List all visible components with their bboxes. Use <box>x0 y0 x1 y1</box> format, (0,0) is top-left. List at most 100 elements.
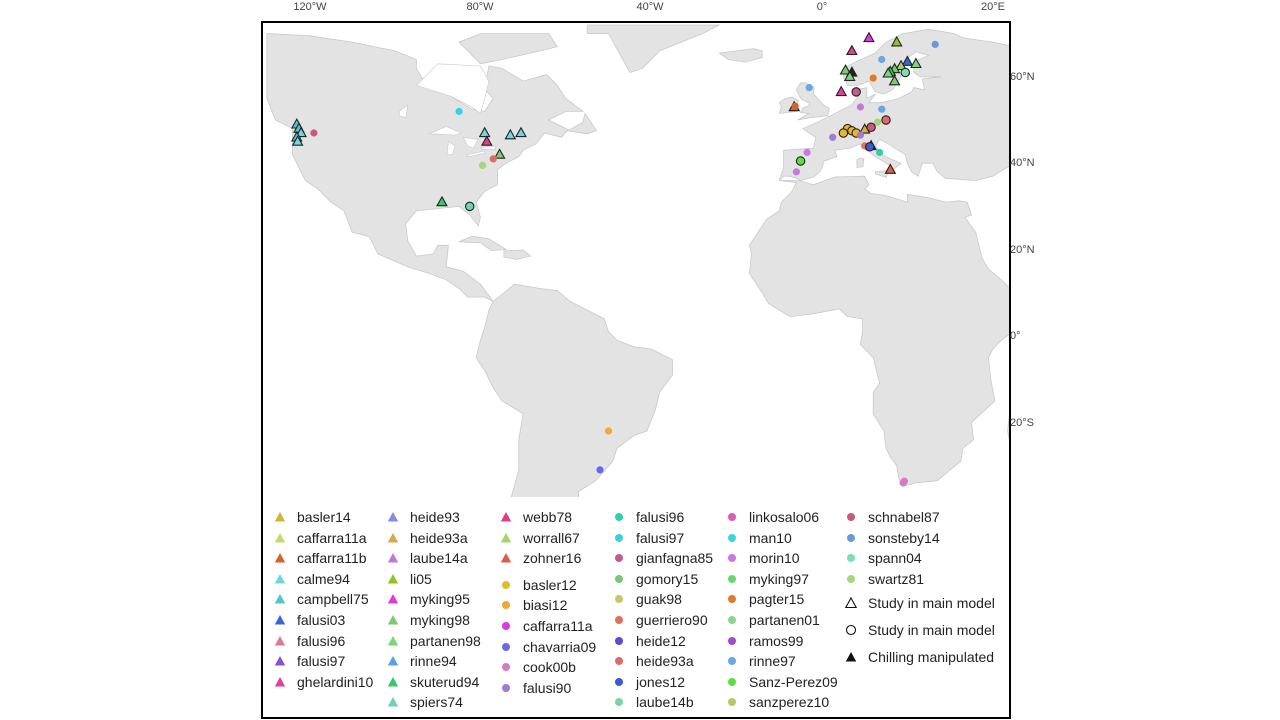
site-triangle-marker-26 <box>847 46 857 55</box>
triangle-marker-icon <box>273 510 287 524</box>
circle-marker-icon <box>612 695 626 709</box>
legend-swatch-mark <box>728 534 736 542</box>
site-circle-marker-22 <box>806 84 813 91</box>
triangle-marker-icon <box>273 551 287 565</box>
baffin-land <box>459 34 557 64</box>
north-america-land <box>267 34 583 302</box>
legend-item: partanen01 <box>725 611 820 629</box>
site-circle-marker-61 <box>793 168 800 175</box>
legend-label: falusi90 <box>523 680 571 696</box>
site-circle-marker-33 <box>901 68 909 76</box>
legend-swatch-mark <box>846 652 856 662</box>
cuba-land <box>459 236 506 250</box>
legend-swatch-mark <box>615 637 623 645</box>
legend-label: ramos99 <box>749 633 803 649</box>
legend-swatch-mark <box>728 554 736 562</box>
legend-item: guak98 <box>612 590 682 608</box>
legend-label: spann04 <box>868 550 922 566</box>
legend-swatch-mark <box>502 663 510 671</box>
legend-swatch-mark <box>728 595 736 603</box>
site-circle-marker-16 <box>605 427 612 434</box>
legend-label: morin10 <box>749 550 800 566</box>
legend-swatch-mark <box>275 594 285 604</box>
site-circle-marker-57 <box>876 149 883 156</box>
legend-swatch-mark <box>388 553 398 563</box>
legend-label: falusi97 <box>297 653 345 669</box>
circle-marker-icon <box>499 619 513 633</box>
legend-label: rinne94 <box>410 653 457 669</box>
triangle-marker-icon <box>386 634 400 648</box>
circle-marker-icon <box>499 578 513 592</box>
legend-item: caffarra11b <box>273 549 367 567</box>
legend-label: Study in main model <box>868 595 995 611</box>
legend-swatch-mark <box>847 626 856 635</box>
world-map <box>261 21 1011 499</box>
legend-label: man10 <box>749 530 792 546</box>
circle-marker-icon <box>612 634 626 648</box>
legend-swatch-mark <box>847 534 855 542</box>
legend-item: jones12 <box>612 673 685 691</box>
legend-label: ghelardini10 <box>297 674 373 690</box>
circle-marker-icon <box>499 598 513 612</box>
legend-item: myking98 <box>386 611 470 629</box>
legend-swatch-mark <box>615 616 623 624</box>
legend-item: morin10 <box>725 549 800 567</box>
legend-swatch-mark <box>275 553 285 563</box>
triangle-marker-icon <box>844 596 858 610</box>
legend-item: pagter15 <box>725 590 804 608</box>
triangle-marker-icon <box>386 675 400 689</box>
legend-item: falusi03 <box>273 611 345 629</box>
legend-item: caffarra11a <box>499 617 593 635</box>
circle-marker-icon <box>499 640 513 654</box>
legend-label: cook00b <box>523 659 576 675</box>
triangle-marker-icon <box>273 531 287 545</box>
triangle-marker-icon <box>499 510 513 524</box>
triangle-marker-icon <box>386 613 400 627</box>
triangle-marker-icon <box>273 675 287 689</box>
legend-item: li05 <box>386 570 432 588</box>
legend-swatch-mark <box>275 574 285 584</box>
legend-swatch-mark <box>502 581 510 589</box>
legend-item: cook00b <box>499 658 576 676</box>
legend-item: gianfagna85 <box>612 549 713 567</box>
triangle-marker-icon <box>386 654 400 668</box>
triangle-marker-icon <box>273 592 287 606</box>
legend-item: gomory15 <box>612 570 698 588</box>
site-circle-marker-25 <box>932 41 939 48</box>
circle-marker-icon <box>725 551 739 565</box>
legend-swatch-mark <box>388 574 398 584</box>
triangle-marker-icon <box>386 695 400 709</box>
triangle-marker-icon <box>844 650 858 664</box>
legend-swatch-mark <box>847 554 855 562</box>
circle-marker-icon <box>844 510 858 524</box>
legend-item: falusi96 <box>612 508 684 526</box>
circle-marker-icon <box>725 634 739 648</box>
legend-swatch-mark <box>847 513 855 521</box>
legend-swatch-mark <box>501 553 511 563</box>
legend-label: basler12 <box>523 577 577 593</box>
legend-item: heide12 <box>612 632 686 650</box>
legend-item: basler14 <box>273 508 351 526</box>
legend-item: rinne94 <box>386 652 457 670</box>
legend-item: falusi97 <box>612 529 684 547</box>
legend-label: partanen98 <box>410 633 481 649</box>
triangle-marker-icon <box>273 634 287 648</box>
legend-label: worrall67 <box>523 530 580 546</box>
legend-label: Study in main model <box>868 622 995 638</box>
legend-swatch-mark <box>388 697 398 707</box>
legend-item: laube14a <box>386 549 468 567</box>
legend-label: caffarra11b <box>297 550 367 566</box>
legend-item: swartz81 <box>844 570 924 588</box>
legend-item: Study in main model <box>844 594 995 612</box>
legend-swatch-mark <box>502 643 510 651</box>
lon-tick-120w: 120°W <box>293 1 326 13</box>
legend-item: falusi90 <box>499 679 571 697</box>
legend-item: worrall67 <box>499 529 580 547</box>
legend-swatch-mark <box>728 678 736 686</box>
legend-swatch-mark <box>615 595 623 603</box>
legend-label: calme94 <box>297 571 350 587</box>
triangle-marker-icon <box>273 572 287 586</box>
lon-tick-40w: 40°W <box>636 1 663 13</box>
legend-item: ghelardini10 <box>273 673 373 691</box>
legend-swatch-mark <box>615 575 623 583</box>
